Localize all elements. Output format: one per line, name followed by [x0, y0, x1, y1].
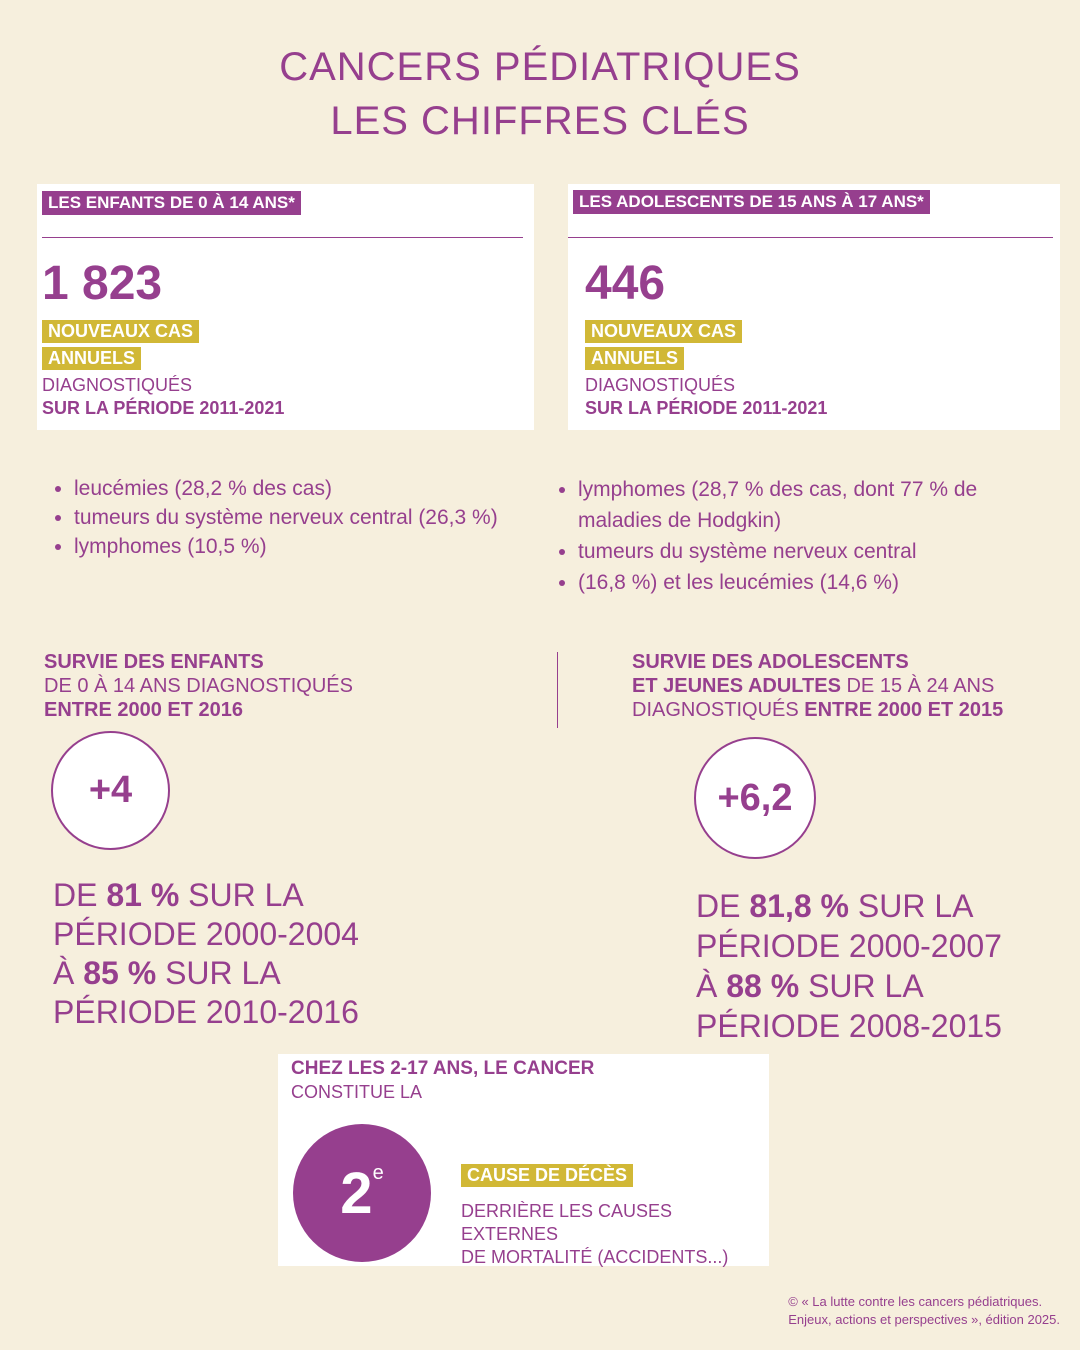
death-cause-card: CHEZ LES 2-17 ANS, LE CANCER CONSTITUE L…: [278, 1054, 769, 1267]
children-tag: LES ENFANTS DE 0 À 14 ANS*: [42, 191, 301, 215]
diag-text: DIAGNOSTIQUÉS: [585, 375, 736, 395]
list-item: (16,8 %) et les leucémies (14,6 %): [578, 567, 1018, 598]
new-cases-label: NOUVEAUX CAS: [585, 320, 743, 343]
separator: [557, 652, 558, 728]
annual-label: ANNUELS: [585, 347, 685, 370]
death-description: DERRIÈRE LES CAUSES EXTERNES DE MORTALITÉ…: [461, 1201, 729, 1267]
list-item: tumeurs du système nerveux central (26,3…: [74, 503, 554, 532]
children-gain-circle: +4: [51, 731, 170, 850]
list-item: lymphomes (28,7 % des cas, dont 77 % de …: [578, 474, 1018, 536]
period-text: SUR LA PÉRIODE 2011-2021: [585, 398, 828, 418]
children-cancer-list: leucémies (28,2 % des cas) tumeurs du sy…: [54, 474, 554, 561]
divider: [568, 237, 1053, 238]
children-survival-text: DE 81 % SUR LA PÉRIODE 2000-2004 À 85 % …: [53, 877, 359, 1030]
children-number: 1 823: [42, 257, 163, 310]
adolescents-number: 446: [585, 257, 666, 310]
children-survival-heading: SURVIE DES ENFANTS DE 0 À 14 ANS DIAGNOS…: [44, 651, 353, 721]
annual-label: ANNUELS: [42, 347, 142, 370]
adolescents-survival-text: DE 81,8 % SUR LA PÉRIODE 2000-2007 À 88 …: [696, 888, 1002, 1044]
adolescents-card: LES ADOLESCENTS DE 15 ANS À 17 ANS* 446 …: [568, 184, 1060, 430]
adolescents-cancer-list: lymphomes (28,7 % des cas, dont 77 % de …: [558, 474, 1018, 598]
list-item: tumeurs du système nerveux central: [578, 536, 1018, 567]
footer-credit: © « La lutte contre les cancers pédiatri…: [788, 1294, 1060, 1327]
adolescents-gain-circle: +6,2: [694, 737, 816, 859]
period-text: SUR LA PÉRIODE 2011-2021: [42, 398, 285, 418]
diag-text: DIAGNOSTIQUÉS: [42, 375, 193, 395]
list-item: leucémies (28,2 % des cas): [74, 474, 554, 503]
children-card: LES ENFANTS DE 0 À 14 ANS* 1 823 NOUVEAU…: [37, 184, 534, 430]
adolescents-survival-heading: SURVIE DES ADOLESCENTS ET JEUNES ADULTES…: [632, 651, 1004, 721]
new-cases-label: NOUVEAUX CAS: [42, 320, 200, 343]
divider: [42, 237, 523, 238]
list-item: lymphomes (10,5 %): [74, 532, 554, 561]
page-title: CANCERS PÉDIATRIQUES LES CHIFFRES CLÉS: [279, 45, 801, 143]
cause-label: CAUSE DE DÉCÈS: [461, 1164, 634, 1187]
adolescents-tag: LES ADOLESCENTS DE 15 ANS À 17 ANS*: [573, 190, 930, 214]
